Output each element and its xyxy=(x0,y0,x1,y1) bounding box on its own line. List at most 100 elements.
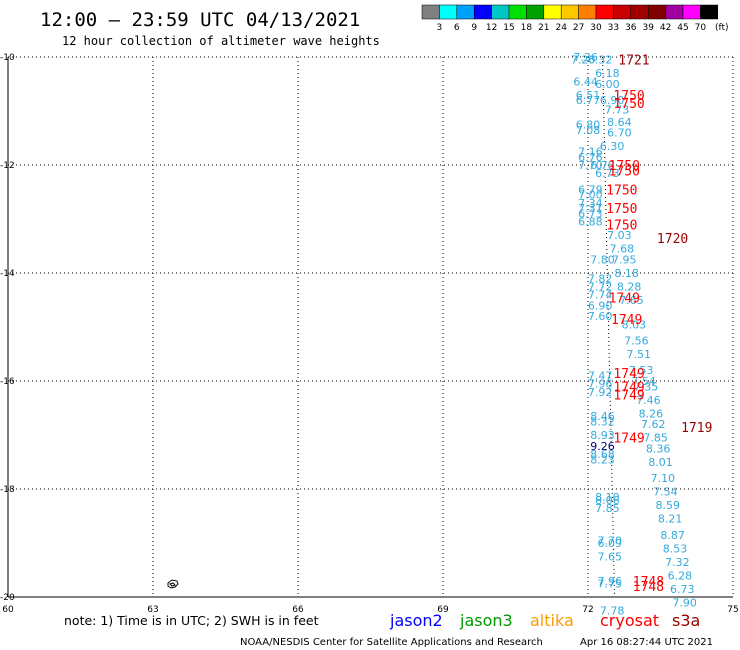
wave-height-label: 7.96 xyxy=(598,575,623,588)
wave-height-label: 7.56 xyxy=(624,335,649,348)
colorbar-label: 70 xyxy=(695,23,707,33)
wave-height-label: 7.78 xyxy=(600,605,625,618)
colorbar-label: 24 xyxy=(555,23,567,33)
wave-height-label: 7.34 xyxy=(578,197,603,210)
time-labels: 1721175017501750175017501750175017201749… xyxy=(606,54,712,596)
wave-height-label: 7.90 xyxy=(672,596,697,609)
time-label: 1720 xyxy=(657,232,688,247)
wave-height-label: 6.28 xyxy=(668,569,693,582)
mission-cryosat: cryosat xyxy=(600,611,659,630)
time-label: 1750 xyxy=(609,164,640,179)
wave-height-label: 8.03 xyxy=(622,318,647,331)
wave-height-label: 8.26 xyxy=(639,407,664,420)
footer-note: note: 1) Time is in UTC; 2) SWH is in fe… xyxy=(64,613,319,628)
colorbar-label: 18 xyxy=(521,23,533,33)
mission-legend: jason2 jason3 altika cryosat s3a xyxy=(389,611,700,630)
colorbar-swatch xyxy=(526,4,545,20)
wave-height-label: 6.78 xyxy=(590,159,615,172)
wave-height-label: 8.01 xyxy=(648,456,673,469)
chart-subtitle: 12 hour collection of altimeter wave hei… xyxy=(62,34,380,48)
colorbar-label: 30 xyxy=(590,23,602,33)
x-tick-label: 60 xyxy=(2,605,14,615)
wave-height-label: 8.64 xyxy=(607,116,632,129)
x-tick-label: 66 xyxy=(292,605,304,615)
mission-s3a: s3a xyxy=(672,611,700,630)
wave-height-label: 8.21 xyxy=(658,513,683,526)
colorbar-label: 39 xyxy=(642,23,654,33)
colorbar-unit: (ft) xyxy=(715,23,729,33)
wave-height-label: 7.92 xyxy=(588,386,613,399)
x-tick-label: 72 xyxy=(582,605,593,615)
colorbar-label: 33 xyxy=(608,23,619,33)
wave-height-label: 8.87 xyxy=(660,529,685,542)
time-label: 1749 xyxy=(609,291,640,306)
wave-height-label: 7.47 xyxy=(588,370,613,383)
wave-height-label: 6.80 xyxy=(576,119,601,132)
x-tick-label: 69 xyxy=(437,605,449,615)
wave-height-label: 8.28 xyxy=(617,281,642,294)
wave-height-label: 6.18 xyxy=(595,67,620,80)
mission-jason2: jason2 xyxy=(389,611,443,630)
wave-height-label: 7.75 xyxy=(598,578,623,591)
wave-height-label: 8.59 xyxy=(656,499,681,512)
y-tick-label: -10 xyxy=(0,53,15,63)
time-label: 1749 xyxy=(613,432,644,447)
time-label: 1750 xyxy=(613,97,644,112)
wave-height-label: 7.35 xyxy=(634,380,659,393)
colorbar-swatch xyxy=(578,4,597,20)
footer-credit: NOAA/NESDIS Center for Satellite Applica… xyxy=(240,637,543,648)
colorbar-swatch xyxy=(665,4,684,20)
wave-height-label: 7.31 xyxy=(578,202,603,215)
colorbar-swatch xyxy=(560,4,579,20)
wave-height-label: 6.51 xyxy=(576,89,601,102)
wave-height-label: 7.96 xyxy=(588,378,613,391)
time-label: 1749 xyxy=(613,389,644,404)
colorbar-label: 36 xyxy=(625,23,637,33)
wave-height-label: 7.32 xyxy=(665,556,690,569)
time-label: 1719 xyxy=(681,421,712,436)
wave-height-label: 7.36 xyxy=(573,51,598,64)
wave-height-label: 7.54 xyxy=(631,375,656,388)
wave-height-label: 7.85 xyxy=(595,502,620,515)
colorbar-label: 27 xyxy=(573,23,584,33)
wave-height-label: 7.54 xyxy=(653,486,678,499)
wave-height-label: 7.68 xyxy=(610,243,635,256)
wave-height-label: 7.53 xyxy=(629,364,654,377)
time-label: 1749 xyxy=(613,367,644,382)
wave-height-label: 7.51 xyxy=(627,348,652,361)
axis-tick-labels: 60 63 66 69 72 75 -10 -12 -14 -16 -18 -20 xyxy=(0,53,739,615)
wave-height-label: 7.00 xyxy=(578,189,603,202)
time-label: 1721 xyxy=(618,54,649,69)
wave-height-label: 6.73 xyxy=(595,167,620,180)
x-tick-label: 75 xyxy=(727,605,738,615)
island-coastline xyxy=(167,579,179,589)
wave-height-label: 8.23 xyxy=(590,453,615,466)
time-label: 1750 xyxy=(606,202,637,217)
colorbar-swatch xyxy=(491,4,510,20)
wave-height-label: 6.30 xyxy=(600,140,625,153)
colorbar-swatch xyxy=(682,4,701,20)
colorbar-label: 15 xyxy=(503,23,514,33)
colorbar-swatch xyxy=(456,4,475,20)
wave-height-label: 6.76 xyxy=(578,151,603,164)
plot-frame xyxy=(7,57,733,598)
wave-height-label: 6.00 xyxy=(595,78,620,91)
time-label: 1749 xyxy=(613,380,644,395)
wave-height-label: 7.65 xyxy=(619,294,644,307)
wave-height-label: 6.32 xyxy=(588,54,613,67)
y-tick-label: -16 xyxy=(0,377,15,387)
y-tick-label: -18 xyxy=(0,485,15,495)
colorbar-label: 45 xyxy=(677,23,688,33)
wave-height-label: 6.90 xyxy=(588,299,613,312)
wave-height-label: 7.85 xyxy=(643,432,668,445)
colorbar-swatch xyxy=(543,4,562,20)
colorbar-swatch xyxy=(421,4,440,20)
time-label: 1750 xyxy=(606,218,637,233)
wave-height-label: 7.95 xyxy=(612,254,637,267)
x-tick-label: 63 xyxy=(147,605,158,615)
wave-height-label: 7.65 xyxy=(598,551,623,564)
wave-height-label: 8.36 xyxy=(646,443,671,456)
wave-height-colorbar: 3 6 9 12 15 18 21 24 27 30 33 36 39 42 45 70 xyxy=(421,4,719,33)
wave-height-label: 8.46 xyxy=(590,410,615,423)
time-label: 1748 xyxy=(633,580,664,595)
